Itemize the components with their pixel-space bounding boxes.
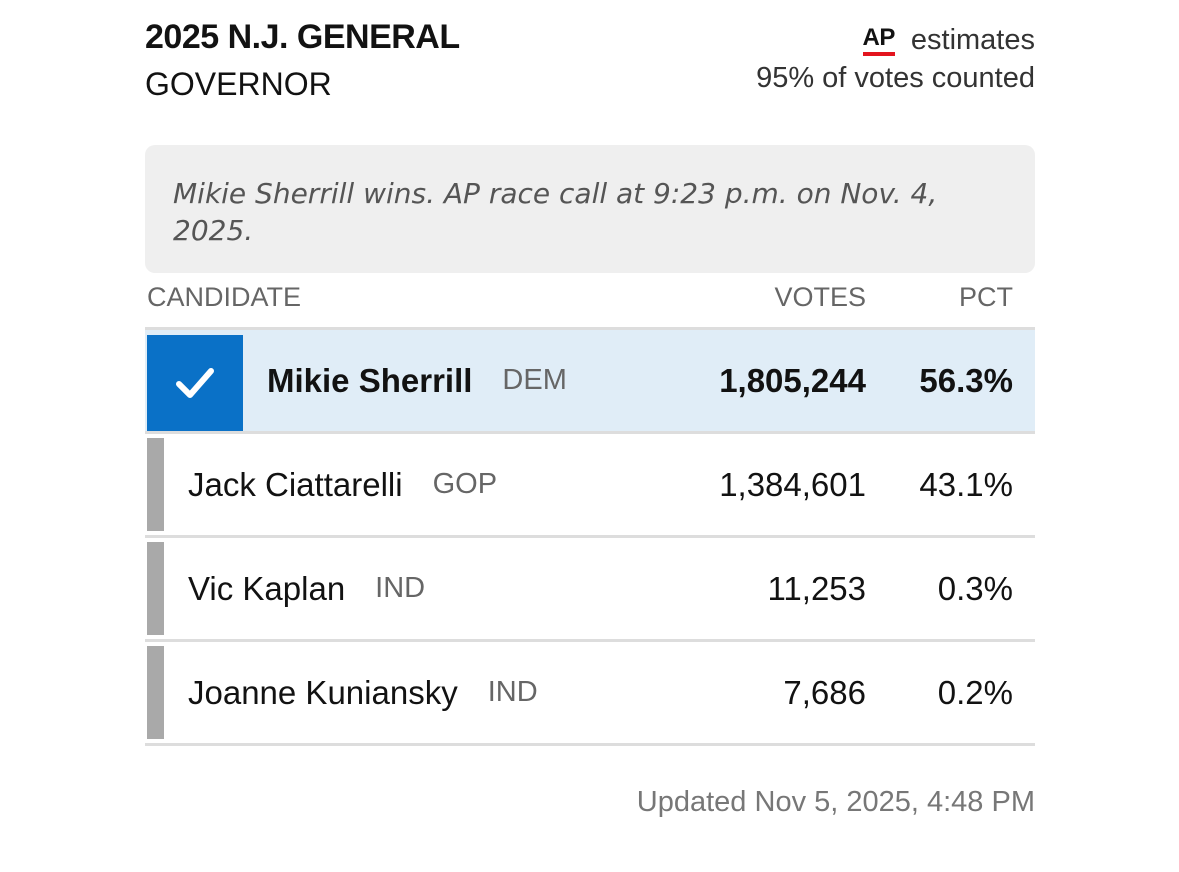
candidate-name-cell: Vic Kaplan IND [188,538,425,639]
candidate-votes: 1,384,601 [719,465,866,503]
race-call-text: Mikie Sherrill wins. AP race call at 9:2… [173,177,938,247]
row-divider [145,639,1035,642]
row-divider [145,743,1035,746]
candidate-votes: 7,686 [783,673,866,711]
row-divider [145,535,1035,538]
candidate-name: Mikie Sherrill [267,361,473,399]
candidate-row: Vic Kaplan IND 11,253 0.3% [145,538,1035,639]
candidate-party: IND [487,676,538,708]
candidate-name: Jack Ciattarelli [188,465,403,503]
candidate-name-cell: Mikie Sherrill DEM [267,330,567,431]
candidate-votes: 1,805,244 [719,361,866,399]
candidate-bar [147,542,164,635]
candidate-bar [147,438,164,531]
candidate-party: DEM [502,364,567,396]
row-divider [145,431,1035,434]
column-header-votes: VOTES [774,282,866,312]
candidate-name-cell: Jack Ciattarelli GOP [188,434,497,535]
candidate-pct: 0.2% [937,673,1013,711]
row-divider [145,327,1035,330]
candidate-row-winner: Mikie Sherrill DEM 1,805,244 56.3% [145,330,1035,431]
column-headers: CANDIDATE VOTES PCT [145,282,1035,326]
updated-timestamp: Updated Nov 5, 2025, 4:48 PM [636,786,1035,818]
race-title: 2025 N.J. GENERAL [145,18,460,56]
candidate-pct: 56.3% [919,361,1013,399]
ap-logo: AP [862,25,895,56]
candidate-bar [147,646,164,739]
race-office: GOVERNOR [145,66,332,102]
candidate-name: Vic Kaplan [188,569,346,607]
candidate-name-cell: Joanne Kuniansky IND [188,642,538,743]
candidate-party: IND [375,572,426,604]
candidate-votes: 11,253 [767,569,866,607]
checkmark-icon [176,368,214,398]
candidate-name: Joanne Kuniansky [188,673,458,711]
candidate-pct: 43.1% [919,465,1013,503]
race-call-box: Mikie Sherrill wins. AP race call at 9:2… [145,145,1035,273]
results-widget: 2025 N.J. GENERAL GOVERNOR AP estimates … [145,0,1035,872]
column-header-pct: PCT [959,282,1013,312]
candidate-list: Mikie Sherrill DEM 1,805,244 56.3% Jack … [145,327,1035,746]
ap-estimates: AP estimates [862,24,1035,57]
estimates-label: estimates [910,24,1035,56]
candidate-row: Joanne Kuniansky IND 7,686 0.2% [145,642,1035,743]
winner-checkmark [147,335,243,431]
column-header-candidate: CANDIDATE [147,282,302,312]
candidate-pct: 0.3% [937,569,1013,607]
candidate-party: GOP [432,468,498,500]
candidate-row: Jack Ciattarelli GOP 1,384,601 43.1% [145,434,1035,535]
results-header: 2025 N.J. GENERAL GOVERNOR AP estimates … [145,18,1035,108]
votes-counted-text: 95% of votes counted [756,62,1035,94]
